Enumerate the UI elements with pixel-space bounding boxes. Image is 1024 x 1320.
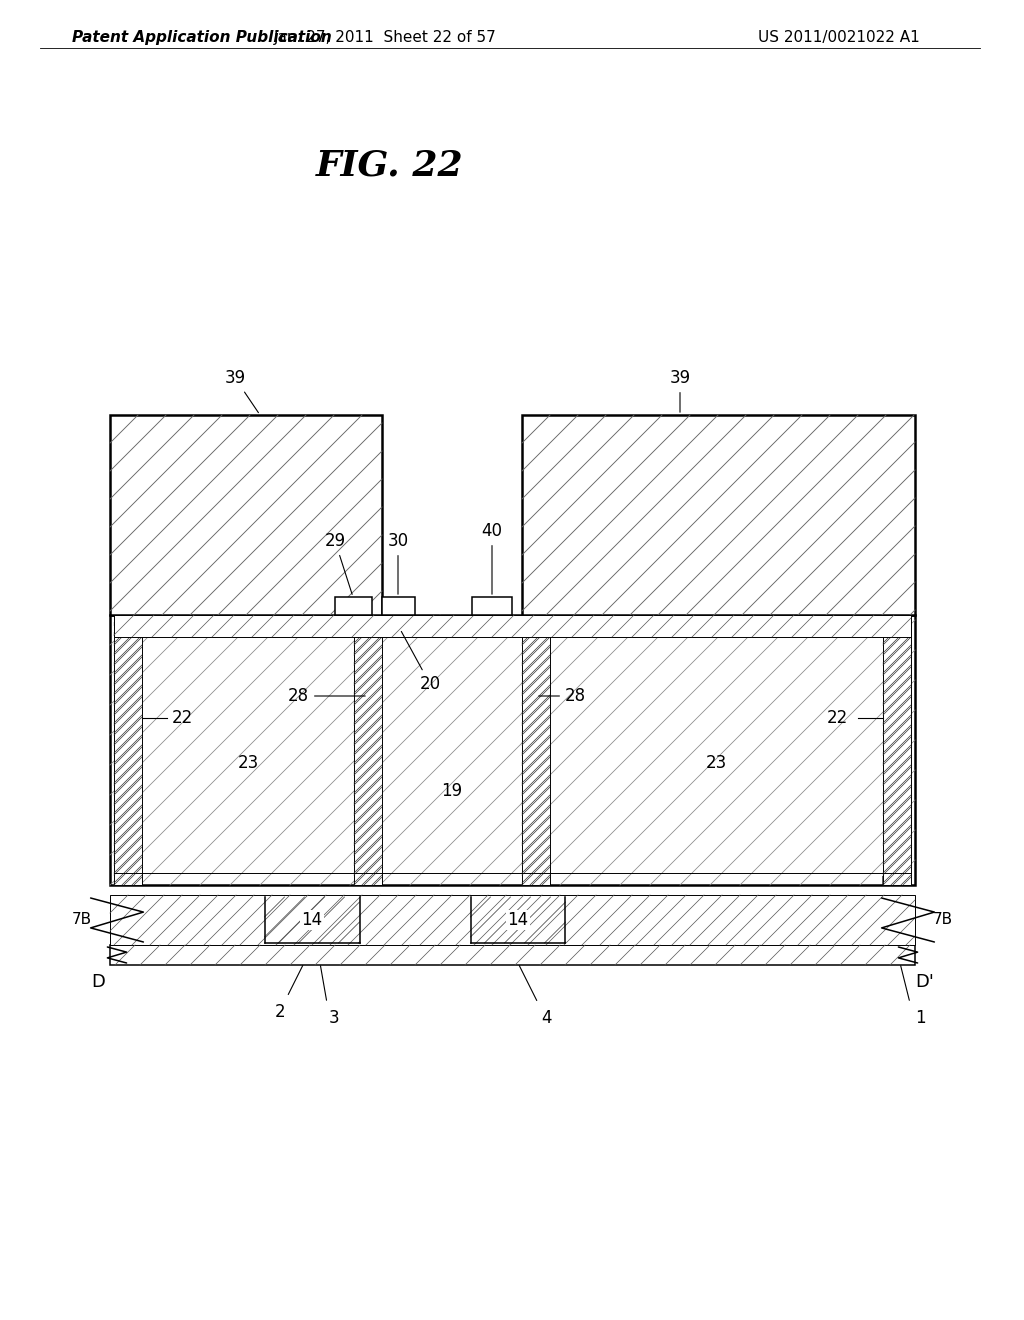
Text: DR₁: DR₁ [881,875,907,888]
Text: D': D' [915,973,935,991]
Bar [114,615,911,638]
Text: 7B: 7B [933,912,953,928]
Text: Jan. 27, 2011  Sheet 22 of 57: Jan. 27, 2011 Sheet 22 of 57 [273,30,497,45]
Bar [110,615,915,884]
Text: Patent Application Publication: Patent Application Publication [72,30,332,45]
Text: 1: 1 [914,1008,926,1027]
Bar [264,898,359,942]
Text: 4: 4 [541,1008,551,1027]
Text: 40: 40 [481,521,503,594]
Bar [470,898,565,942]
Text: 39: 39 [224,370,258,413]
Text: 28: 28 [288,686,366,705]
Bar [114,615,142,884]
Text: 3: 3 [329,1008,339,1027]
Text: 29: 29 [325,532,352,594]
Bar [110,895,915,945]
Bar [110,945,915,965]
Text: DR₁: DR₁ [118,875,144,888]
Text: 23: 23 [238,755,259,772]
Bar [335,597,372,615]
Text: D: D [91,973,104,991]
Bar [522,615,550,884]
Text: 7B: 7B [72,912,92,928]
Bar [110,414,382,615]
Text: 39: 39 [670,370,690,412]
Text: 22: 22 [826,709,848,726]
Text: 2: 2 [274,1003,286,1020]
Bar [883,615,911,884]
Text: 30: 30 [387,532,409,594]
Text: 20: 20 [401,631,440,693]
Bar [354,615,382,884]
Bar [472,597,512,615]
Text: 22: 22 [172,709,194,726]
Text: 14: 14 [301,911,323,929]
Bar [522,414,915,615]
Text: US 2011/0021022 A1: US 2011/0021022 A1 [758,30,920,45]
Text: 23: 23 [706,755,727,772]
Bar [382,597,415,615]
Text: 28: 28 [539,686,586,705]
Text: 19: 19 [441,781,463,800]
Text: 14: 14 [508,911,528,929]
Text: FIG. 22: FIG. 22 [316,148,464,182]
